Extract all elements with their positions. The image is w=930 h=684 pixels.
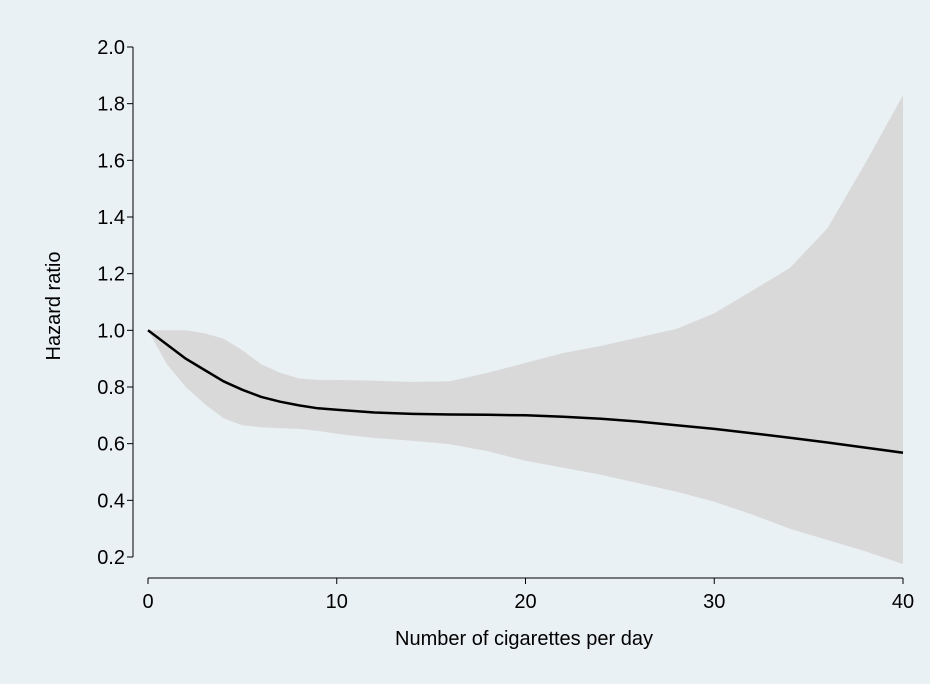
x-tick-label: 10 bbox=[326, 591, 348, 613]
x-tick-label: 40 bbox=[892, 591, 914, 613]
y-tick-label: 0.6 bbox=[97, 434, 125, 456]
axes: 0.2 0.4 0.6 0.8 1.0 1.2 1.4 1.6 1.8 2.0 0 10 20 30 40 bbox=[97, 37, 914, 613]
x-axis-label: Number of cigarettes per day bbox=[395, 628, 653, 650]
y-tick-label: 1.4 bbox=[97, 207, 125, 229]
y-tick-label: 1.0 bbox=[97, 320, 125, 342]
y-tick-label: 1.2 bbox=[97, 264, 125, 286]
x-tick-label: 30 bbox=[703, 591, 725, 613]
hazard-line-layer bbox=[147, 329, 904, 454]
confidence-band-layer bbox=[148, 95, 903, 565]
hazard-ratio-line bbox=[147, 329, 904, 454]
x-tick-label: 0 bbox=[142, 591, 153, 613]
confidence-band bbox=[148, 95, 903, 565]
y-tick-label: 0.8 bbox=[97, 377, 125, 399]
y-tick-label: 2.0 bbox=[97, 37, 125, 59]
y-tick-label: 1.6 bbox=[97, 150, 125, 172]
x-tick-label: 20 bbox=[514, 591, 536, 613]
y-axis-label: Hazard ratio bbox=[43, 252, 65, 361]
y-tick-label: 1.8 bbox=[97, 94, 125, 116]
y-tick-label: 0.2 bbox=[97, 547, 125, 569]
y-tick-label: 0.4 bbox=[97, 490, 125, 512]
